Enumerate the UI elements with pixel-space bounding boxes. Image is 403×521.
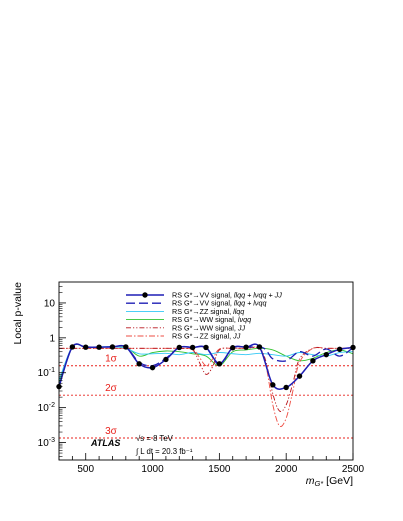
atlas-label: ATLAS (90, 438, 120, 448)
data-point (203, 344, 209, 351)
series-line-6 (58, 346, 353, 427)
data-point (216, 361, 223, 367)
data-point (243, 344, 249, 350)
data-point (270, 382, 276, 388)
sigma-3-label: 3σ (105, 426, 118, 437)
sigma-1-label: 1σ (105, 354, 118, 365)
x-tick-label: 2000 (275, 464, 298, 475)
lumi-label: ∫ L dt = 20.3 fb⁻¹ (135, 447, 193, 456)
legend-label-3: RS G*→ZZ signal, llqq (172, 307, 244, 316)
legend-label-6: RS G*→ZZ signal, JJ (172, 332, 241, 341)
data-point (336, 346, 343, 352)
data-point (149, 364, 156, 371)
data-point (310, 358, 316, 364)
y-tick-label: 10 (44, 298, 56, 309)
y-tick-label: 10-1 (38, 367, 55, 379)
data-point (176, 344, 182, 351)
legend-marker (142, 292, 148, 298)
sigma-lines: 1σ 2σ 3σ (59, 354, 353, 439)
data-point (83, 344, 89, 350)
data-point (323, 351, 329, 358)
data-point (96, 344, 102, 350)
legend-label-5: RS G*→WW signal, JJ (172, 323, 246, 332)
data-point (123, 344, 129, 350)
x-tick-label: 1500 (208, 464, 231, 475)
energy-label: √s = 8 TeV (136, 434, 174, 443)
legend-label-2: RS G*→VV signal, llqq + lνqq (172, 299, 267, 308)
y-tick-label: 1 (49, 333, 55, 344)
data-point (109, 344, 116, 350)
legend-label-1: RS G*→VV signal, llqq + lνqq + JJ (172, 291, 282, 300)
data-point (136, 361, 142, 367)
y-tick-label: 10-2 (38, 402, 55, 414)
x-tick-label: 2500 (342, 464, 365, 475)
data-point (283, 384, 289, 391)
y-axis-title: Local p-value (12, 282, 24, 345)
data-point (163, 356, 169, 363)
data-point (189, 344, 196, 351)
data-point (256, 344, 263, 350)
x-tick-label: 500 (77, 464, 94, 475)
data-point (69, 344, 76, 350)
series-line-5 (58, 346, 353, 412)
data-point (230, 345, 236, 351)
x-axis-title: mG* [GeV] (306, 475, 353, 488)
x-tick-label: 1000 (141, 464, 164, 475)
legend-label-4: RS G*→WW signal, lνqq (172, 315, 251, 324)
data-point (296, 373, 303, 379)
y-tick-label: 10-3 (38, 437, 55, 449)
sigma-2-label: 2σ (105, 383, 118, 394)
axis-ticks: 500 1000 1500 2000 2500 10 1 10-1 10-2 10-3 (38, 285, 365, 475)
